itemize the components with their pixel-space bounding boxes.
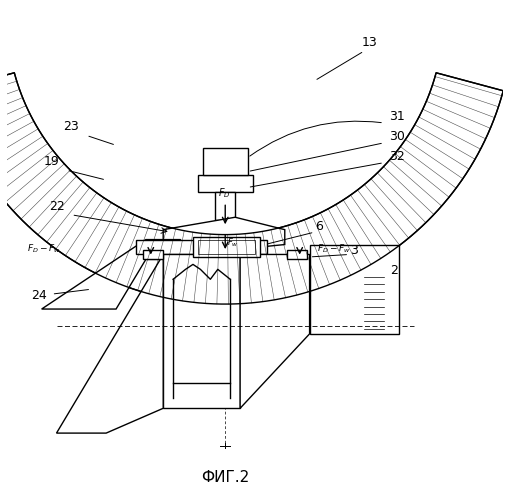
Bar: [309, 245, 398, 334]
Bar: [192, 237, 260, 257]
Text: 30: 30: [388, 130, 404, 143]
Text: 2: 2: [389, 264, 397, 277]
Text: $F_D$: $F_D$: [217, 186, 230, 200]
Bar: [215, 193, 235, 220]
Text: 22: 22: [48, 200, 64, 213]
Bar: [163, 254, 240, 408]
Bar: [197, 240, 254, 254]
Bar: [135, 240, 267, 254]
Text: 24: 24: [31, 289, 47, 302]
Text: 13: 13: [360, 36, 376, 49]
Bar: [197, 175, 252, 193]
Text: ФИГ.2: ФИГ.2: [201, 470, 249, 485]
Text: 31: 31: [388, 110, 404, 123]
Text: $F_D - F_w$: $F_D - F_w$: [26, 243, 61, 255]
Text: $F_D - F_w$: $F_D - F_w$: [317, 243, 350, 255]
Bar: [143, 250, 163, 259]
Text: 3: 3: [350, 245, 357, 257]
Polygon shape: [56, 254, 163, 433]
Text: 19: 19: [44, 155, 60, 168]
Text: 23: 23: [64, 120, 79, 133]
Polygon shape: [240, 254, 309, 408]
Bar: [203, 148, 247, 175]
Polygon shape: [0, 73, 502, 304]
Bar: [287, 250, 306, 259]
Text: $F_w$: $F_w$: [227, 237, 238, 250]
Polygon shape: [42, 240, 180, 309]
Text: 6: 6: [315, 220, 323, 233]
Polygon shape: [163, 217, 284, 250]
Text: 32: 32: [388, 150, 404, 163]
